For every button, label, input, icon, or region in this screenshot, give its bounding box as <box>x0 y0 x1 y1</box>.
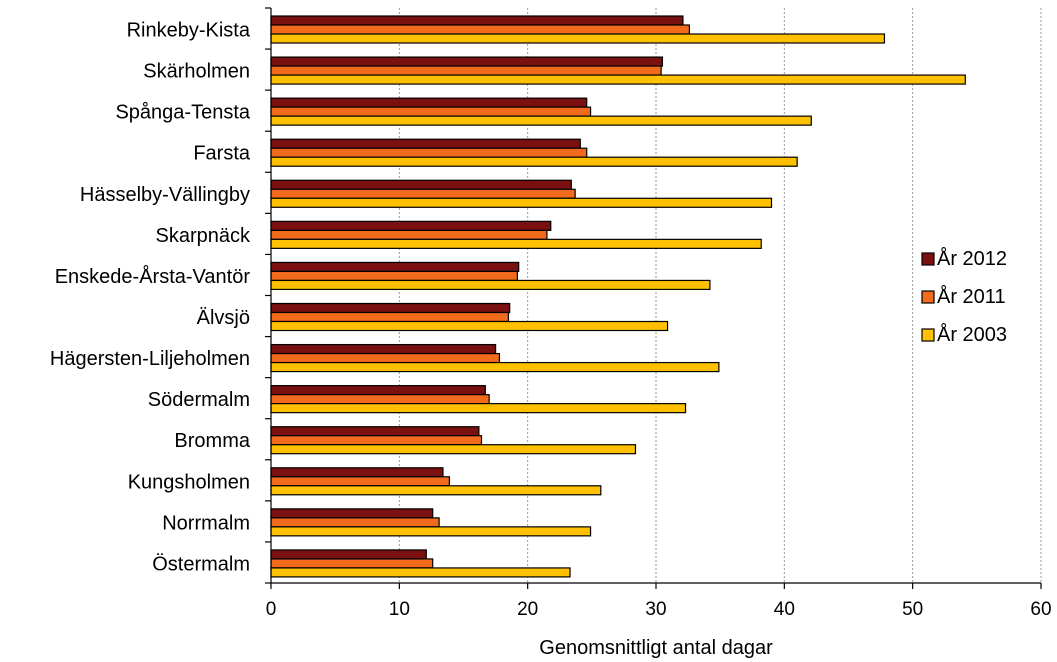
category-label: Skärholmen <box>143 61 250 83</box>
bar-år-2011-13 <box>270 558 434 569</box>
x-tick-label: 30 <box>645 599 666 620</box>
bar-år-2003-12 <box>270 526 592 537</box>
bar-år-2012-9 <box>270 385 486 396</box>
bar-år-2012-1 <box>270 56 664 67</box>
legend: År 2012 År 2011 År 2003 <box>921 247 1007 346</box>
bar-år-2011-7 <box>270 311 510 323</box>
bar-år-2003-9 <box>270 403 687 414</box>
bar-år-2011-0 <box>270 24 690 35</box>
bar-år-2012-13 <box>270 549 427 560</box>
bars <box>270 15 966 578</box>
bar-år-2011-3 <box>270 147 588 158</box>
x-tick-label: 10 <box>389 599 410 620</box>
bar-år-2011-5 <box>270 229 548 240</box>
bar-år-2003-4 <box>270 197 773 208</box>
category-label: Älvsjö <box>197 307 250 329</box>
bar-år-2003-8 <box>270 361 720 373</box>
bar-år-2003-5 <box>270 238 762 249</box>
category-label: Östermalm <box>152 553 250 575</box>
category-label: Skarpnäck <box>156 225 251 247</box>
bar-år-2011-4 <box>270 188 576 199</box>
category-labels: Rinkeby-Kista Skärholmen Spånga-Tensta Fars… <box>50 20 251 576</box>
bar-år-2012-7 <box>270 302 511 314</box>
bar-år-2011-1 <box>270 65 662 76</box>
category-label: Enskede-Årsta-Vantör <box>55 265 251 288</box>
axes <box>265 7 1042 589</box>
bar-år-2012-2 <box>270 97 588 108</box>
bar-år-2003-11 <box>270 485 602 496</box>
x-tick-label: 40 <box>774 599 795 620</box>
bar-år-2012-11 <box>270 467 444 478</box>
legend-label: År 2003 <box>937 323 1007 346</box>
category-label: Södermalm <box>148 389 250 411</box>
legend-swatch <box>921 328 935 342</box>
bar-år-2011-2 <box>270 106 592 117</box>
category-label: Norrmalm <box>162 512 250 534</box>
bar-år-2003-10 <box>270 444 637 455</box>
x-tick-label: 60 <box>1030 599 1051 620</box>
category-label: Hässelby-Vällingby <box>80 184 250 206</box>
category-label: Farsta <box>193 143 251 165</box>
legend-swatch <box>921 252 935 266</box>
tick-labels: 0 10 20 30 40 50 60 <box>266 599 1052 620</box>
x-tick-label: 50 <box>902 599 923 620</box>
x-tick-label: 0 <box>266 599 277 620</box>
bar-år-2003-6 <box>270 279 711 291</box>
bar-år-2003-0 <box>270 33 886 44</box>
bar-år-2003-7 <box>270 320 669 332</box>
bar-år-2012-8 <box>270 343 497 355</box>
bar-år-2003-2 <box>270 115 812 126</box>
legend-swatch <box>921 290 935 304</box>
legend-label: År 2012 <box>937 247 1007 270</box>
x-axis-title: Genomsnittligt antal dagar <box>539 637 773 659</box>
x-tick-label: 20 <box>517 599 538 620</box>
bar-år-2012-4 <box>270 179 572 190</box>
bar-år-2012-5 <box>270 220 552 231</box>
bar-år-2011-10 <box>270 435 483 446</box>
bar-år-2012-6 <box>270 261 520 273</box>
bar-år-2003-1 <box>270 74 966 85</box>
bar-år-2003-13 <box>270 567 571 578</box>
bar-år-2011-11 <box>270 476 450 487</box>
bar-år-2011-8 <box>270 352 501 364</box>
bar-år-2012-12 <box>270 508 434 519</box>
bar-år-2011-9 <box>270 394 490 405</box>
bar-år-2012-3 <box>270 138 581 149</box>
category-label: Kungsholmen <box>128 471 250 493</box>
bar-år-2003-3 <box>270 156 798 167</box>
category-label: Spånga-Tensta <box>115 102 250 124</box>
bar-år-2012-10 <box>270 426 480 437</box>
bar-år-2011-12 <box>270 517 440 528</box>
bar-år-2011-6 <box>270 270 518 282</box>
category-label: Hägersten-Liljeholmen <box>50 348 250 370</box>
category-label: Rinkeby-Kista <box>127 20 251 42</box>
category-label: Bromma <box>174 430 250 452</box>
legend-label: År 2011 <box>937 285 1006 308</box>
bar-år-2012-0 <box>270 15 684 26</box>
